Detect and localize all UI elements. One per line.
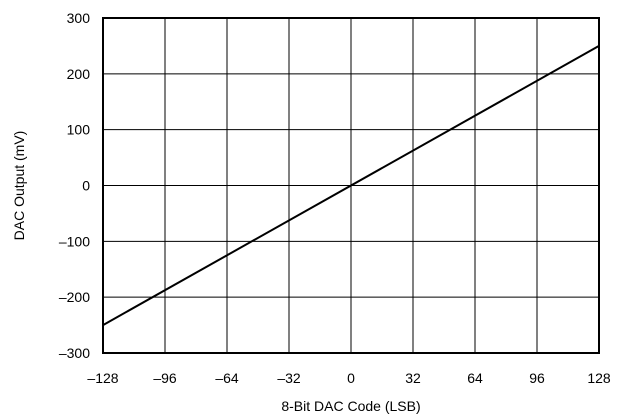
x-tick-label: 96 [529,370,545,386]
y-tick-label: 300 [67,10,91,26]
series-lines [102,45,600,326]
y-tick-label: 0 [82,178,90,194]
x-tick-label: –64 [215,370,239,386]
y-tick-labels: 300 200 100 0 –100 –200 –300 [59,10,90,361]
series-line [102,45,600,326]
y-tick-label: –200 [59,289,90,305]
y-tick-label: –300 [59,345,90,361]
x-tick-label: 32 [405,370,421,386]
grid-lines [103,18,599,353]
x-tick-label: 0 [347,370,355,386]
x-tick-labels: –128 –96 –64 –32 0 32 64 96 128 [87,370,610,386]
x-tick-label: 128 [587,370,611,386]
x-tick-label: –128 [87,370,118,386]
x-tick-label: 64 [467,370,483,386]
y-tick-label: 100 [67,122,91,138]
x-axis-title: 8-Bit DAC Code (LSB) [281,398,420,414]
x-tick-label: –96 [153,370,177,386]
y-axis-title: DAC Output (mV) [11,131,27,241]
y-tick-label: 200 [67,66,91,82]
x-tick-label: –32 [277,370,301,386]
plot-frame [102,17,600,354]
y-tick-label: –100 [59,233,90,249]
